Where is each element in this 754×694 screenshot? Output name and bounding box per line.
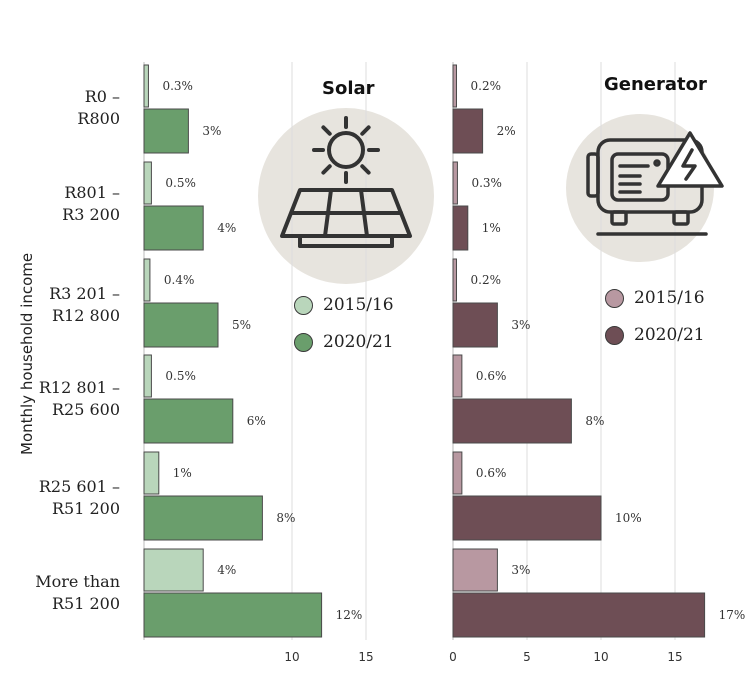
- solar-data-label: 0.3%: [162, 79, 193, 93]
- legend-swatch: [605, 325, 624, 345]
- solar-bar-2015-16-1: [143, 161, 152, 205]
- solar-data-label: 5%: [232, 318, 251, 332]
- solar-tick-10: 10: [284, 650, 300, 664]
- solar-legend-2020: 2020/21: [294, 332, 394, 352]
- generator-bar-2020-21-2: [452, 302, 498, 348]
- legend-label: 2015/16: [323, 295, 394, 315]
- generator-bar-2015-16-2: [452, 258, 457, 302]
- lightning-bolt-icon: [681, 148, 697, 181]
- generator-bar-2020-21-1: [452, 205, 469, 251]
- solar-panel-grid: [359, 188, 369, 238]
- solar-legend-2015: 2015/16: [294, 295, 394, 315]
- warning-triangle-icon: [656, 131, 724, 188]
- row-label-3: R12 801 – R25 600: [38, 378, 120, 419]
- solar-bar-2015-16-5: [143, 548, 204, 592]
- generator-foot: [672, 210, 690, 226]
- generator-bar-2015-16-1: [452, 161, 458, 205]
- solar-bar-2015-16-3: [143, 354, 152, 398]
- generator-data-label: 17%: [719, 608, 746, 622]
- generator-data-label: 0.2%: [471, 79, 502, 93]
- legend-swatch: [294, 332, 313, 352]
- generator-legend-2020: 2020/21: [605, 325, 705, 345]
- generator-data-label: 10%: [615, 511, 642, 525]
- generator-legend-2015: 2015/16: [605, 288, 705, 308]
- generator-bar-2020-21-5: [452, 592, 706, 638]
- legend-label: 2020/21: [634, 325, 705, 345]
- generator-data-label: 2%: [497, 124, 516, 138]
- legend-swatch: [605, 288, 624, 308]
- legend-label: 2015/16: [634, 288, 705, 308]
- generator-data-label: 3%: [511, 318, 530, 332]
- solar-data-label: 4%: [217, 221, 236, 235]
- solar-data-label: 8%: [276, 511, 295, 525]
- solar-bar-2020-21-3: [143, 398, 234, 444]
- sun-ray: [321, 125, 332, 136]
- generator-data-label: 0.6%: [476, 369, 507, 383]
- solar-bar-2020-21-4: [143, 495, 263, 541]
- solar-data-label: 0.5%: [165, 176, 196, 190]
- solar-bar-2020-21-2: [143, 302, 219, 348]
- row-label-2: R3 201 – R12 800: [49, 284, 120, 325]
- generator-data-label: 0.2%: [471, 273, 502, 287]
- row-label-1: R801 – R3 200: [62, 183, 120, 224]
- solar-bar-2015-16-0: [143, 64, 149, 108]
- sun-ray: [360, 125, 371, 136]
- solar-bar-2020-21-5: [143, 592, 323, 638]
- generator-warning-icon: [586, 131, 724, 236]
- generator-data-label: 8%: [585, 414, 604, 428]
- generator-tick-5: 5: [523, 650, 531, 664]
- solar-tick-15: 15: [358, 650, 374, 664]
- generator-tick-15: 15: [667, 650, 683, 664]
- solar-data-label: 6%: [247, 414, 266, 428]
- solar-panel-grid: [323, 188, 333, 238]
- generator-side: [586, 152, 600, 198]
- generator-bar-2020-21-0: [452, 108, 484, 154]
- solar-data-label: 1%: [173, 466, 192, 480]
- solar-bar-2020-21-1: [143, 205, 204, 251]
- row-label-0: R0 – R800: [77, 87, 120, 128]
- row-label-4: R25 601 – R51 200: [38, 477, 120, 518]
- solar-data-label: 4%: [217, 563, 236, 577]
- generator-bar-2015-16-3: [452, 354, 463, 398]
- solar-data-label: 0.5%: [165, 369, 196, 383]
- generator-bar-2015-16-5: [452, 548, 498, 592]
- row-label-5: More than R51 200: [35, 572, 120, 613]
- generator-dial: [653, 159, 661, 167]
- solar-bar-2015-16-2: [143, 258, 151, 302]
- generator-bar-2020-21-4: [452, 495, 602, 541]
- legend-label: 2020/21: [323, 332, 394, 352]
- generator-tick-0: 0: [449, 650, 457, 664]
- sun-ray: [321, 164, 332, 175]
- generator-data-label: 0.6%: [476, 466, 507, 480]
- legend-swatch: [294, 295, 313, 315]
- solar-panel-sun-icon: [280, 116, 412, 248]
- generator-bar-2015-16-4: [452, 451, 463, 495]
- generator-bar-2020-21-3: [452, 398, 572, 444]
- solar-data-label: 0.4%: [164, 273, 195, 287]
- generator-foot: [610, 210, 628, 226]
- generator-bar-2015-16-0: [452, 64, 457, 108]
- sun-icon: [327, 131, 365, 169]
- solar-bar-2020-21-0: [143, 108, 189, 154]
- sun-ray: [360, 164, 371, 175]
- solar-title: Solar: [322, 78, 375, 99]
- solar-data-label: 3%: [202, 124, 221, 138]
- solar-bar-2015-16-4: [143, 451, 160, 495]
- generator-tick-10: 10: [593, 650, 609, 664]
- solar-data-label: 12%: [336, 608, 363, 622]
- generator-data-label: 3%: [511, 563, 530, 577]
- generator-data-label: 1%: [482, 221, 501, 235]
- generator-title: Generator: [604, 74, 707, 95]
- generator-data-label: 0.3%: [471, 176, 502, 190]
